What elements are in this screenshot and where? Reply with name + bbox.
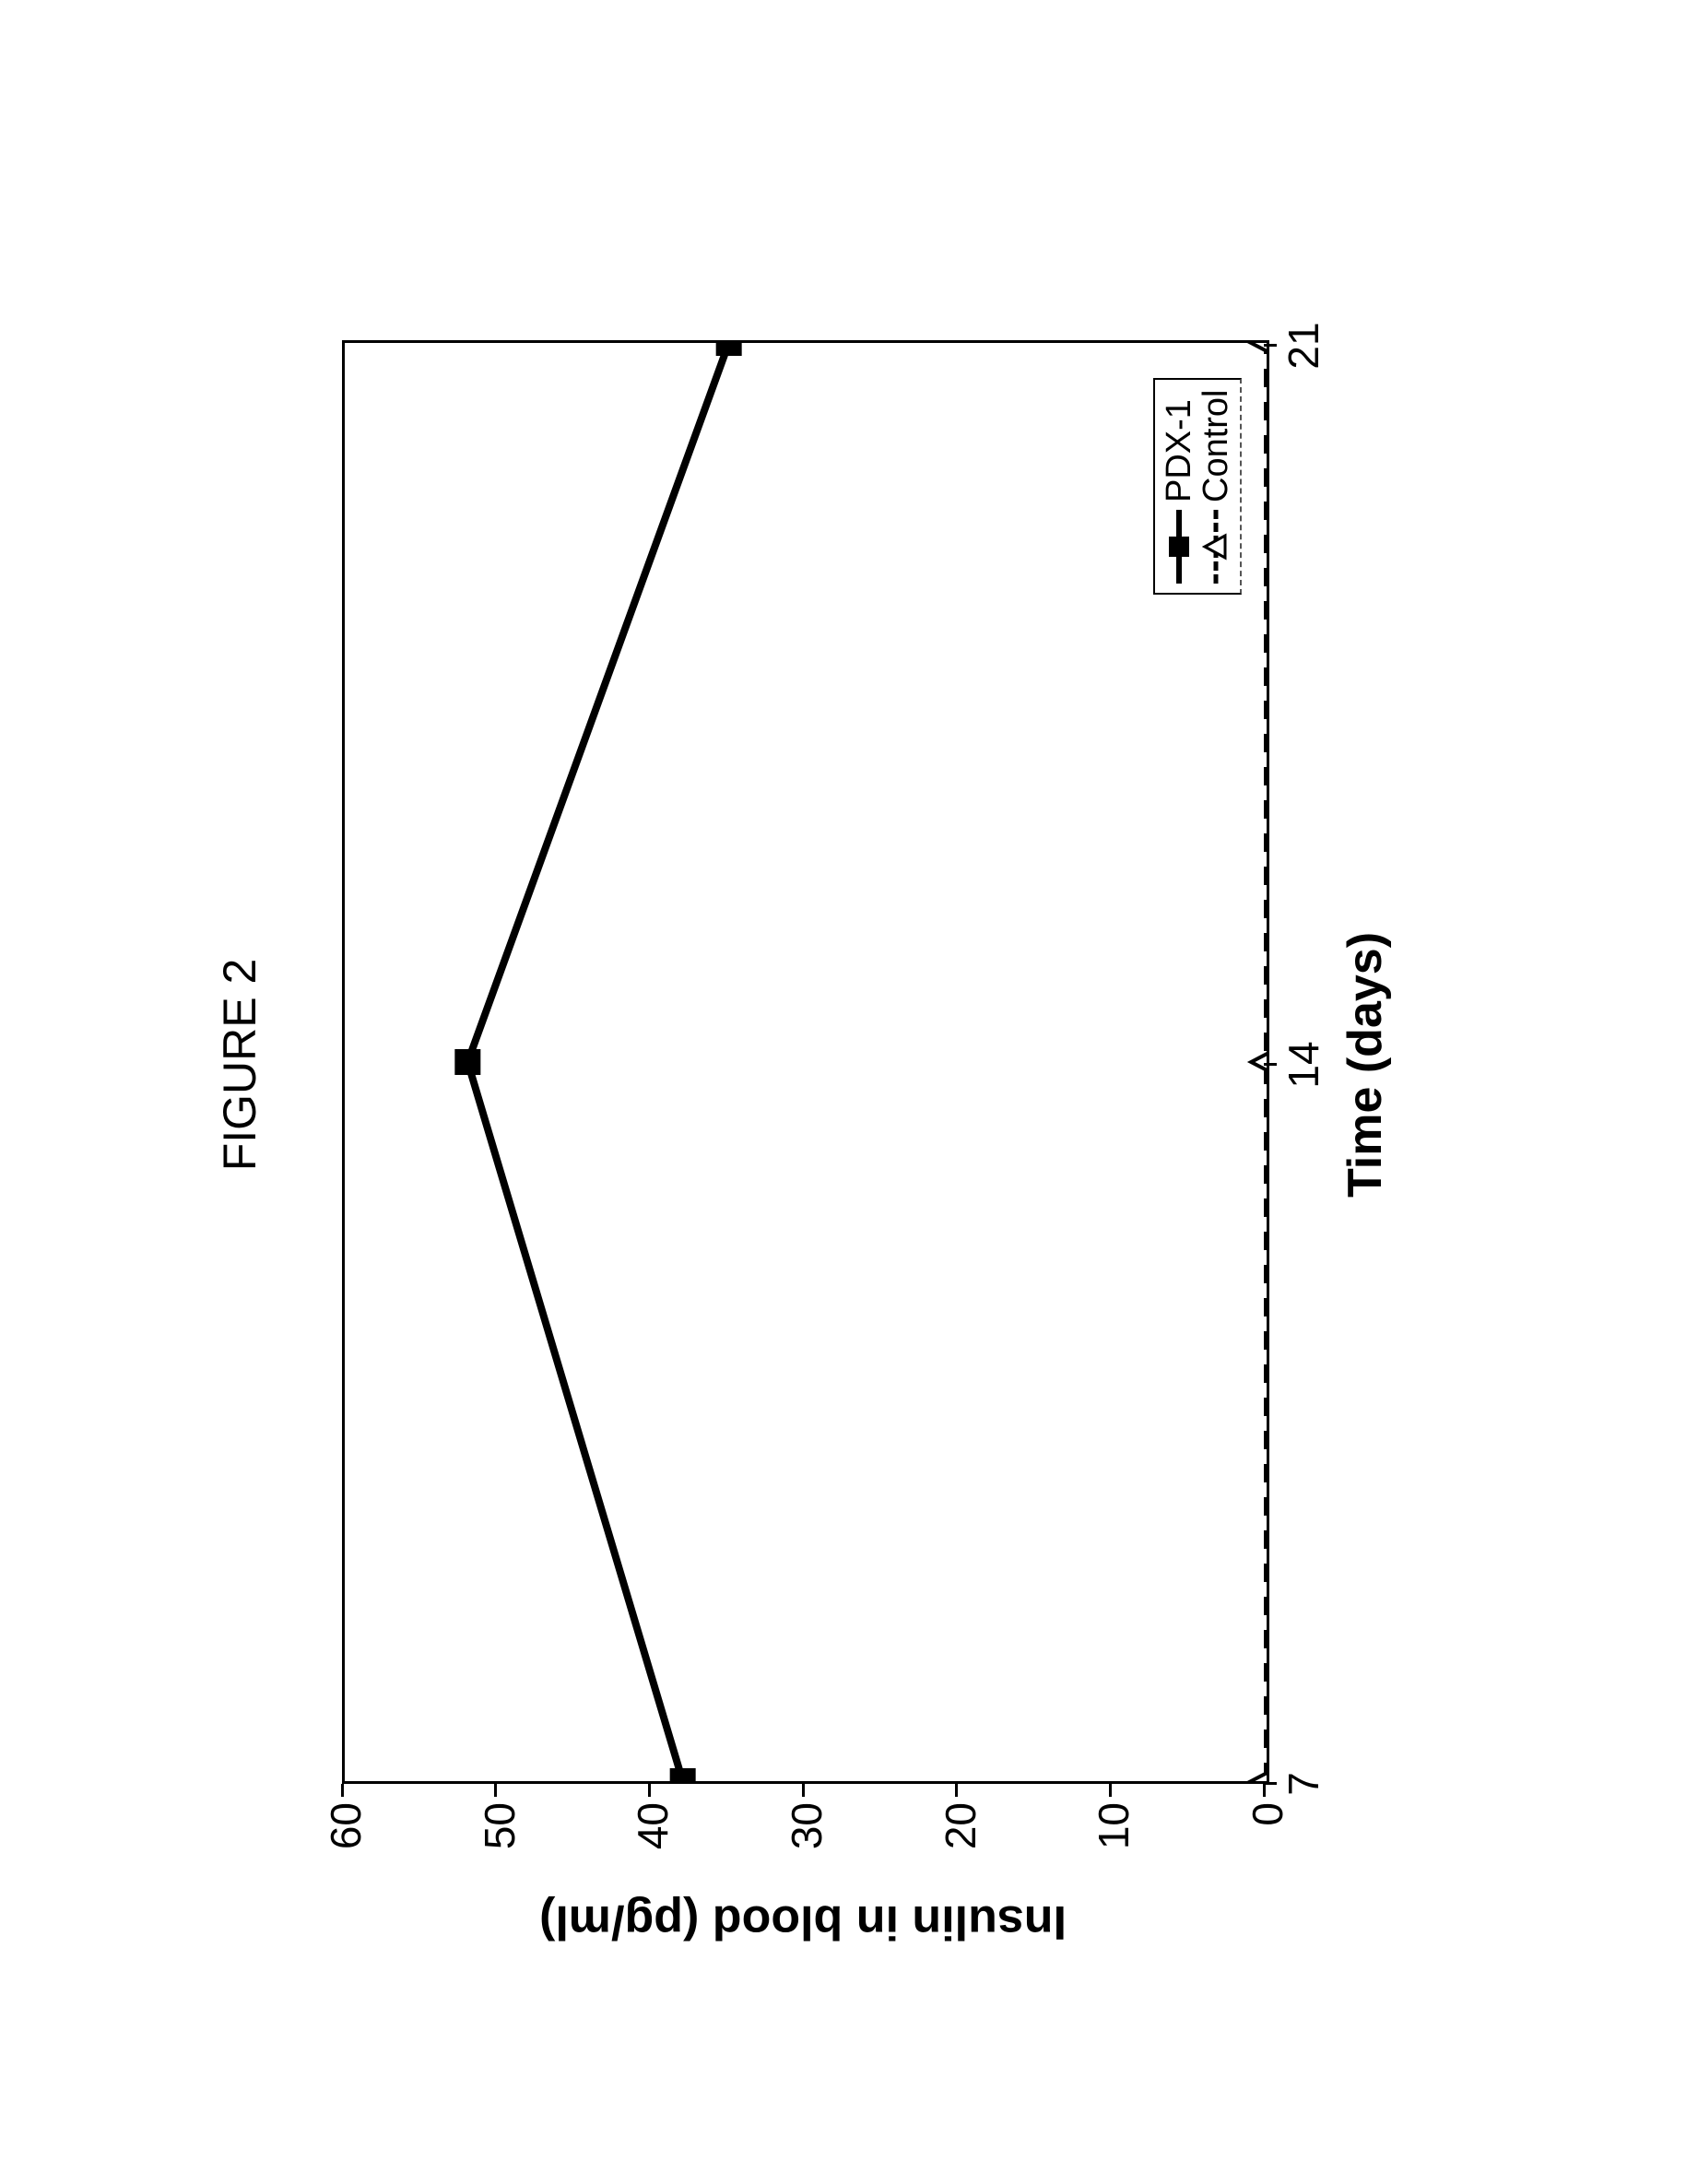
- y-tick-mark: [648, 1784, 651, 1797]
- figure-title: FIGURE 2: [213, 880, 266, 1249]
- y-tick-mark: [955, 1784, 958, 1797]
- x-tick-mark: [1264, 1782, 1277, 1785]
- plot-area: [342, 340, 1269, 1784]
- y-axis-label: Insulin in blood (pg/ml): [480, 1895, 1126, 1950]
- legend-swatch-control: [1202, 510, 1230, 584]
- y-tick-mark: [1109, 1784, 1112, 1797]
- legend-label-control: Control: [1197, 389, 1236, 502]
- legend: PDX-1 Control: [1153, 378, 1242, 595]
- x-tick-label: 14: [1279, 1019, 1328, 1111]
- y-tick-label: 40: [628, 1802, 678, 1876]
- y-tick-label: 60: [321, 1802, 371, 1876]
- x-axis-label: Time (days): [1338, 880, 1393, 1249]
- x-tick-label: 21: [1279, 300, 1328, 392]
- y-tick-label: 30: [782, 1802, 831, 1876]
- y-tick-label: 20: [936, 1802, 985, 1876]
- page-root: FIGURE 2 Insulin in blood (pg/ml) Time (…: [0, 0, 1698, 2184]
- chart-svg: [345, 343, 1267, 1781]
- legend-entry-pdx1: PDX-1: [1161, 389, 1197, 584]
- legend-swatch-pdx1: [1165, 510, 1193, 584]
- y-tick-mark: [802, 1784, 805, 1797]
- triangle-marker-icon: [1202, 510, 1230, 584]
- figure-container: FIGURE 2 Insulin in blood (pg/ml) Time (…: [158, 124, 1540, 2060]
- y-tick-label: 10: [1089, 1802, 1138, 1876]
- y-tick-mark: [1263, 1784, 1266, 1797]
- y-tick-label: 50: [475, 1802, 525, 1876]
- square-marker-icon: [1169, 537, 1189, 557]
- x-tick-mark: [1264, 1063, 1277, 1066]
- legend-entry-control: Control: [1197, 389, 1234, 584]
- y-tick-mark: [341, 1784, 344, 1797]
- x-tick-mark: [1264, 344, 1277, 347]
- x-tick-label: 7: [1279, 1738, 1328, 1830]
- y-tick-mark: [494, 1784, 497, 1797]
- legend-label-pdx1: PDX-1: [1160, 399, 1199, 502]
